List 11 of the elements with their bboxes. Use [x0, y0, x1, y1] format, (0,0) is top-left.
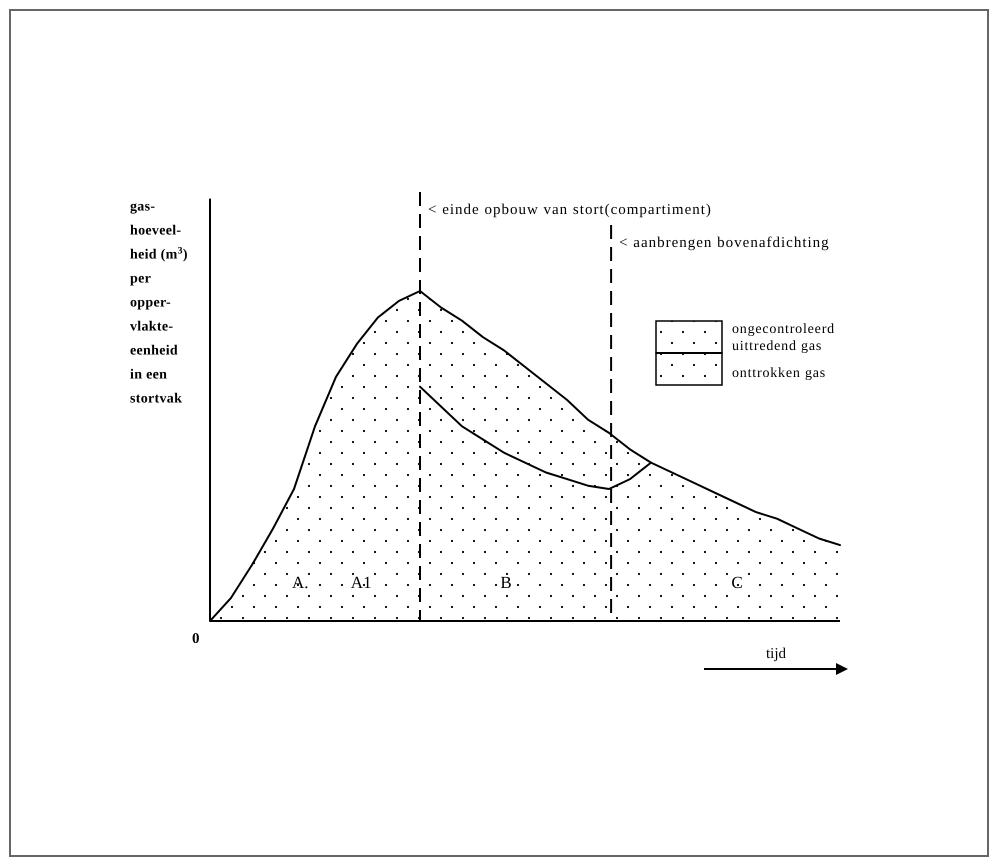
annotation: B [500, 573, 512, 592]
annotation: A1 [350, 573, 372, 592]
text: 0 [192, 631, 200, 647]
annotation: onttrokken gas [732, 366, 826, 381]
annotation: C [731, 573, 743, 592]
annotation: A. [292, 573, 309, 592]
text: < einde opbouw van stort(compartiment) [428, 202, 712, 218]
text: < aanbrengen bovenafdichting [619, 235, 830, 251]
text: gas- hoeveel- heid (m$^{3}$) per opper- vlakte- eenheid in een stortvak [130, 200, 188, 407]
x-axis-title: tijd [766, 646, 786, 662]
legend-label: ongecontroleerd uittredend gas [732, 322, 835, 354]
